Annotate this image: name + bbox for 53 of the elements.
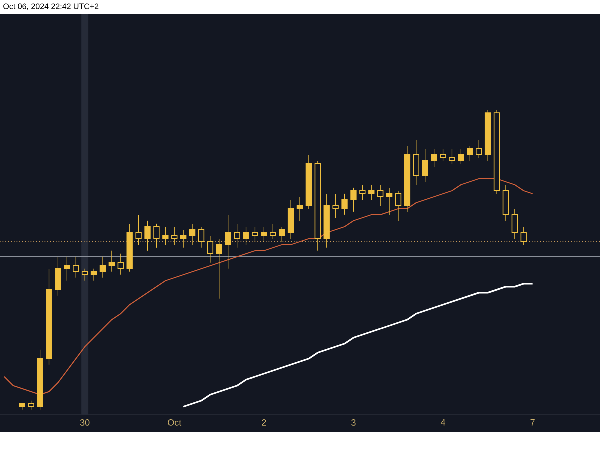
candlestick — [458, 148, 464, 164]
candlestick — [90, 268, 98, 282]
candlestick — [378, 184, 384, 206]
candlestick — [144, 220, 151, 252]
candlestick — [243, 226, 250, 246]
x-tick-label: 2 — [262, 420, 266, 426]
candlestick — [234, 224, 240, 248]
candlestick — [252, 226, 258, 242]
candlestick — [270, 224, 276, 240]
candlestick — [467, 146, 474, 162]
candlestick — [136, 214, 142, 246]
candlestick — [279, 226, 286, 242]
candlestick — [198, 226, 205, 248]
candlestick — [395, 190, 402, 222]
candlestick — [476, 140, 482, 158]
candlestick — [73, 256, 80, 278]
candlestick — [55, 256, 62, 296]
candlestick — [154, 224, 160, 248]
candlestick — [512, 208, 518, 240]
candlestick — [422, 148, 428, 182]
candlestick — [100, 256, 106, 278]
x-tick-label: Oct — [168, 420, 182, 426]
candlestick — [386, 188, 393, 216]
text: Oct 06, 2024 22:42 UTC+2 — [4, 4, 99, 10]
x-tick-label: 7 — [530, 420, 535, 426]
candlestick — [413, 140, 420, 186]
x-tick-label: 3 — [352, 420, 356, 426]
candlestick — [189, 224, 196, 246]
candlestick — [82, 268, 88, 282]
candlestick — [440, 148, 446, 162]
candlestick — [207, 236, 214, 264]
candlestick — [118, 254, 124, 276]
candlestick — [368, 184, 375, 200]
candlestick — [172, 226, 178, 246]
candlestick — [431, 148, 438, 168]
candlestick — [216, 238, 222, 300]
candlestick — [64, 256, 70, 282]
x-tick-label: 30 — [80, 420, 90, 426]
candlestick — [108, 250, 116, 272]
candlestick — [360, 184, 366, 200]
candlestick — [332, 194, 339, 218]
candlestick — [162, 226, 169, 246]
candlestick — [225, 214, 232, 270]
candlestick — [350, 188, 357, 212]
candlestick — [520, 226, 527, 246]
candlestick — [261, 226, 268, 242]
candlestick — [296, 196, 304, 222]
x-tick-label: 4 — [440, 420, 446, 426]
candlestick — [502, 184, 510, 222]
candlestick — [449, 148, 456, 164]
candlestick — [180, 230, 187, 248]
candlestick — [288, 200, 294, 240]
candlestick — [342, 194, 348, 216]
